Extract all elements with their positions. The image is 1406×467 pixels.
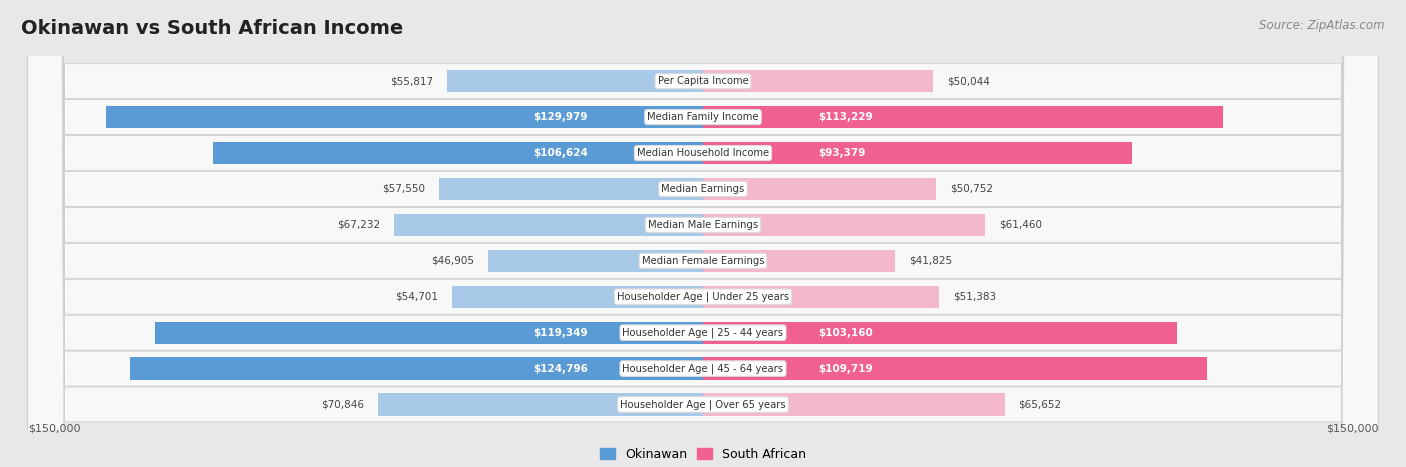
Bar — [439, 178, 703, 200]
FancyBboxPatch shape — [28, 0, 1378, 467]
Text: $61,460: $61,460 — [1000, 220, 1042, 230]
Text: Okinawan vs South African Income: Okinawan vs South African Income — [21, 19, 404, 38]
Bar — [703, 286, 939, 308]
Text: $51,383: $51,383 — [953, 292, 995, 302]
Text: $55,817: $55,817 — [389, 76, 433, 86]
Text: $109,719: $109,719 — [818, 364, 873, 374]
Bar — [703, 106, 1223, 128]
Bar — [214, 142, 703, 164]
FancyBboxPatch shape — [28, 0, 1378, 467]
Text: Householder Age | Over 65 years: Householder Age | Over 65 years — [620, 399, 786, 410]
Text: Source: ZipAtlas.com: Source: ZipAtlas.com — [1260, 19, 1385, 32]
FancyBboxPatch shape — [28, 0, 1378, 467]
Text: $113,229: $113,229 — [818, 112, 873, 122]
Text: Median Male Earnings: Median Male Earnings — [648, 220, 758, 230]
Legend: Okinawan, South African: Okinawan, South African — [600, 448, 806, 461]
FancyBboxPatch shape — [28, 0, 1378, 467]
Bar — [703, 393, 1004, 416]
Text: $67,232: $67,232 — [337, 220, 381, 230]
FancyBboxPatch shape — [28, 0, 1378, 467]
Text: Householder Age | Under 25 years: Householder Age | Under 25 years — [617, 291, 789, 302]
Text: Householder Age | 25 - 44 years: Householder Age | 25 - 44 years — [623, 327, 783, 338]
FancyBboxPatch shape — [28, 0, 1378, 467]
Text: $106,624: $106,624 — [533, 148, 588, 158]
Text: Median Female Earnings: Median Female Earnings — [641, 256, 765, 266]
Text: $65,652: $65,652 — [1018, 399, 1062, 410]
FancyBboxPatch shape — [28, 0, 1378, 467]
Text: $124,796: $124,796 — [533, 364, 588, 374]
Text: $129,979: $129,979 — [534, 112, 588, 122]
Text: Median Family Income: Median Family Income — [647, 112, 759, 122]
Bar — [105, 106, 703, 128]
Bar — [703, 178, 936, 200]
Text: $150,000: $150,000 — [28, 424, 80, 434]
Text: Median Household Income: Median Household Income — [637, 148, 769, 158]
Text: $50,044: $50,044 — [946, 76, 990, 86]
Text: $70,846: $70,846 — [321, 399, 364, 410]
Text: Per Capita Income: Per Capita Income — [658, 76, 748, 86]
Text: $93,379: $93,379 — [818, 148, 865, 158]
Text: Householder Age | 45 - 64 years: Householder Age | 45 - 64 years — [623, 363, 783, 374]
Text: Median Earnings: Median Earnings — [661, 184, 745, 194]
Bar — [703, 250, 896, 272]
Text: $54,701: $54,701 — [395, 292, 439, 302]
FancyBboxPatch shape — [28, 0, 1378, 467]
Bar — [703, 321, 1177, 344]
Text: $103,160: $103,160 — [818, 328, 873, 338]
Bar — [703, 357, 1206, 380]
Bar — [378, 393, 703, 416]
Bar — [703, 70, 932, 92]
Text: $150,000: $150,000 — [1326, 424, 1378, 434]
FancyBboxPatch shape — [28, 0, 1378, 467]
Bar — [488, 250, 703, 272]
Bar — [451, 286, 703, 308]
Bar — [394, 214, 703, 236]
Text: $50,752: $50,752 — [950, 184, 993, 194]
Text: $57,550: $57,550 — [382, 184, 425, 194]
Bar — [703, 142, 1132, 164]
Bar — [129, 357, 703, 380]
FancyBboxPatch shape — [28, 0, 1378, 467]
Bar — [155, 321, 703, 344]
Text: $119,349: $119,349 — [533, 328, 588, 338]
Text: $46,905: $46,905 — [430, 256, 474, 266]
Bar — [703, 214, 986, 236]
Bar — [447, 70, 703, 92]
Text: $41,825: $41,825 — [908, 256, 952, 266]
